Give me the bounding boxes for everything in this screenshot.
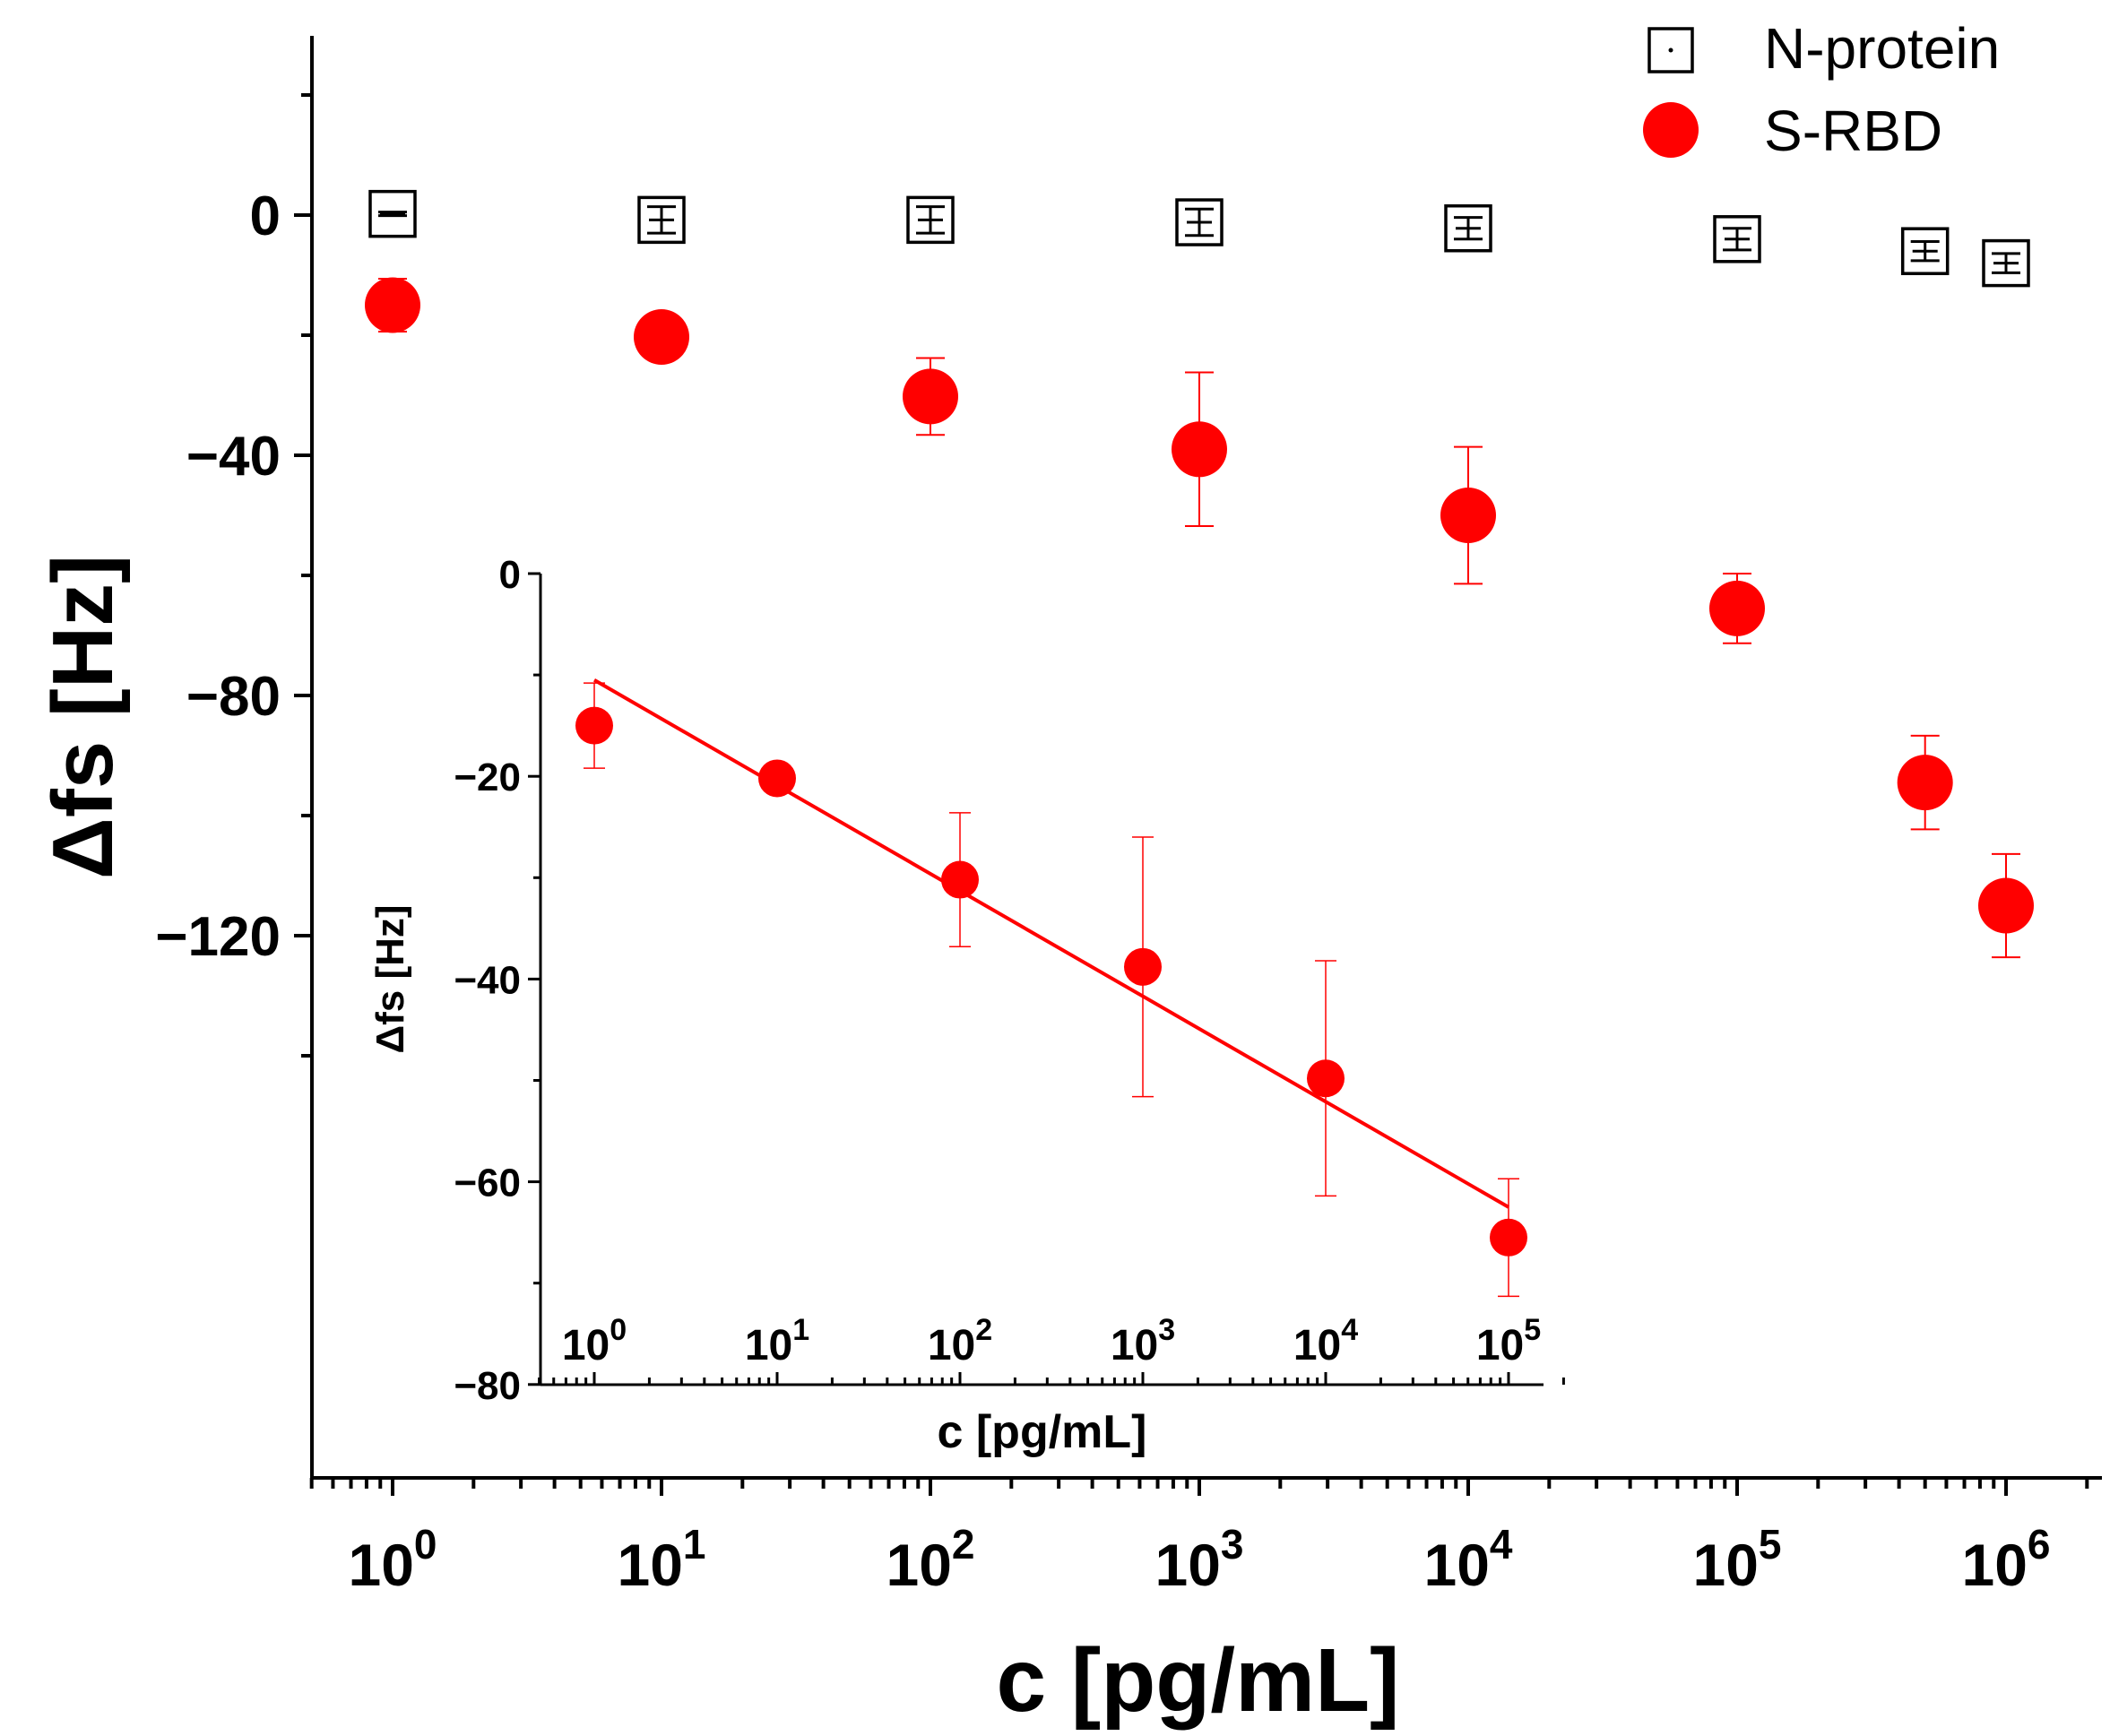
s-rbd-marker: [903, 368, 958, 425]
x-tick-exponent: 0: [414, 1521, 437, 1568]
inset-x-tick-label: 100: [562, 1313, 627, 1369]
legend-n-protein-marker: [1647, 27, 1694, 73]
x-tick-base: 10: [886, 1532, 951, 1598]
inset-fit-line: [593, 678, 1509, 1209]
legend-s-rbd-label: S-RBD: [1764, 99, 1942, 163]
x-tick-label: 100: [348, 1521, 437, 1598]
s-rbd-marker: [365, 277, 420, 333]
inset-x-tick-label: 105: [1476, 1313, 1541, 1369]
inset-x-tick-exponent: 0: [610, 1313, 627, 1347]
inset-x-tick-base: 10: [745, 1322, 792, 1369]
inset-x-tick-exponent: 2: [975, 1313, 992, 1347]
x-tick-base: 10: [617, 1532, 682, 1598]
x-tick-exponent: 6: [2028, 1521, 2051, 1568]
legend: N-protein S-RBD: [1643, 16, 2000, 163]
inset-x-tick-base: 10: [1293, 1322, 1341, 1369]
s-rbd-marker: [1709, 580, 1765, 636]
legend-s-rbd-marker: [1643, 102, 1699, 158]
y-axis-label: Δfs [Hz]: [35, 555, 131, 879]
inset-y-tick-label: −20: [454, 756, 521, 799]
inset-x-tick-exponent: 3: [1158, 1313, 1175, 1347]
inset-s-rbd-marker: [575, 706, 613, 745]
inset-x-tick-exponent: 4: [1341, 1313, 1358, 1347]
inset-x-tick-label: 104: [1293, 1313, 1358, 1369]
x-tick-base: 10: [1154, 1532, 1220, 1598]
inset-x-tick-base: 10: [1111, 1322, 1158, 1369]
x-tick-exponent: 5: [1759, 1521, 1782, 1568]
inset-y-tick-label: 0: [499, 553, 521, 597]
x-tick-label: 101: [617, 1521, 705, 1598]
x-tick-base: 10: [1961, 1532, 2027, 1598]
inset-s-rbd-marker: [758, 759, 796, 798]
inset-x-tick-label: 101: [745, 1313, 809, 1369]
s-rbd-marker: [1440, 488, 1496, 543]
y-tick-label: −120: [155, 906, 281, 968]
x-axis-label: c [pg/mL]: [997, 1630, 1400, 1731]
x-tick-exponent: 3: [1221, 1521, 1244, 1568]
x-tick-base: 10: [348, 1532, 413, 1598]
inset-x-tick-exponent: 5: [1524, 1313, 1541, 1347]
inset-y-tick-label: −80: [454, 1364, 521, 1408]
inset-s-rbd-marker: [1490, 1218, 1527, 1257]
x-tick-label: 105: [1692, 1521, 1781, 1598]
inset-x-tick-label: 103: [1111, 1313, 1175, 1369]
x-tick-base: 10: [1692, 1532, 1758, 1598]
inset-y-tick-label: −60: [454, 1162, 521, 1205]
inset-x-tick-label: 102: [928, 1313, 992, 1369]
legend-n-protein-dot: [1668, 48, 1673, 53]
s-rbd-marker: [634, 309, 689, 366]
x-tick-label: 106: [1961, 1521, 2050, 1598]
inset-y-axis-label: Δfs [Hz]: [368, 904, 412, 1053]
x-tick-exponent: 2: [952, 1521, 975, 1568]
s-rbd-marker: [1978, 877, 2034, 934]
legend-n-protein-label: N-protein: [1764, 16, 2000, 81]
inset-x-tick-base: 10: [562, 1322, 610, 1369]
y-tick-label: 0: [250, 186, 281, 247]
inset-y-tick-label: −40: [454, 958, 521, 1002]
x-tick-label: 102: [886, 1521, 974, 1598]
s-rbd-marker: [1897, 755, 1953, 811]
x-tick-label: 104: [1423, 1521, 1512, 1598]
n-protein-marker: [1444, 203, 1492, 253]
inset-s-rbd-marker: [1124, 947, 1162, 986]
x-tick-exponent: 1: [683, 1521, 706, 1568]
s-rbd-marker: [1172, 421, 1227, 478]
y-tick-label: −80: [186, 666, 281, 728]
inset-x-tick-base: 10: [928, 1322, 975, 1369]
inset-x-tick-exponent: 1: [792, 1313, 809, 1347]
y-tick-label: −40: [186, 426, 281, 488]
inset-x-axis-label: c [pg/mL]: [938, 1406, 1147, 1458]
inset-x-tick-base: 10: [1476, 1322, 1524, 1369]
n-protein-marker: [906, 195, 955, 245]
x-tick-label: 103: [1154, 1521, 1243, 1598]
x-tick-exponent: 4: [1490, 1521, 1513, 1568]
x-tick-base: 10: [1423, 1532, 1489, 1598]
inset-s-rbd-marker: [941, 860, 979, 899]
inset-s-rbd-marker: [1307, 1059, 1345, 1098]
